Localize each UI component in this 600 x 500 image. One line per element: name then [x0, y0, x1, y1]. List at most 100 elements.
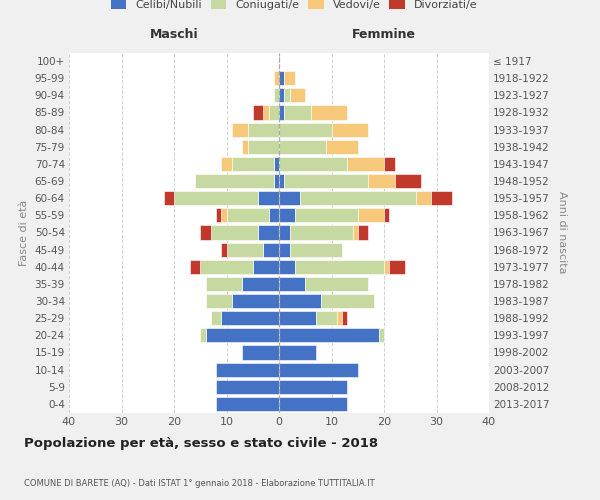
Bar [274, 157, 279, 171]
Bar [253, 106, 263, 120]
Bar [431, 191, 452, 205]
Bar [290, 88, 305, 102]
Bar [263, 242, 279, 256]
Bar [279, 208, 295, 222]
Bar [232, 294, 279, 308]
Bar [274, 88, 279, 102]
Bar [300, 191, 415, 205]
Bar [216, 397, 279, 411]
Bar [258, 191, 279, 205]
Bar [279, 191, 300, 205]
Bar [232, 157, 274, 171]
Bar [395, 174, 421, 188]
Bar [211, 226, 258, 239]
Bar [279, 157, 347, 171]
Bar [216, 380, 279, 394]
Bar [279, 277, 305, 291]
Bar [216, 362, 279, 376]
Bar [274, 71, 279, 85]
Bar [263, 106, 269, 120]
Bar [279, 362, 358, 376]
Bar [274, 174, 279, 188]
Text: Maschi: Maschi [149, 28, 199, 40]
Bar [415, 191, 431, 205]
Bar [253, 260, 279, 274]
Bar [279, 88, 284, 102]
Bar [284, 174, 368, 188]
Bar [258, 226, 279, 239]
Bar [279, 260, 295, 274]
Bar [342, 311, 347, 325]
Bar [200, 226, 211, 239]
Bar [279, 226, 290, 239]
Bar [242, 277, 279, 291]
Bar [190, 260, 200, 274]
Bar [321, 294, 373, 308]
Bar [242, 140, 248, 154]
Bar [163, 191, 174, 205]
Bar [279, 122, 331, 136]
Bar [227, 242, 263, 256]
Bar [269, 106, 279, 120]
Bar [311, 106, 347, 120]
Bar [174, 191, 258, 205]
Bar [295, 260, 384, 274]
Bar [200, 328, 205, 342]
Bar [279, 140, 326, 154]
Bar [290, 226, 353, 239]
Bar [358, 208, 384, 222]
Bar [384, 208, 389, 222]
Bar [200, 260, 253, 274]
Bar [221, 242, 227, 256]
Bar [279, 71, 284, 85]
Bar [269, 208, 279, 222]
Bar [205, 277, 242, 291]
Bar [326, 140, 358, 154]
Bar [221, 311, 279, 325]
Bar [284, 88, 290, 102]
Bar [279, 346, 316, 360]
Bar [284, 106, 311, 120]
Bar [384, 157, 395, 171]
Bar [279, 328, 379, 342]
Bar [284, 71, 295, 85]
Bar [221, 208, 227, 222]
Bar [279, 242, 290, 256]
Bar [316, 311, 337, 325]
Bar [295, 208, 358, 222]
Bar [248, 122, 279, 136]
Bar [358, 226, 368, 239]
Text: COMUNE DI BARETE (AQ) - Dati ISTAT 1° gennaio 2018 - Elaborazione TUTTITALIA.IT: COMUNE DI BARETE (AQ) - Dati ISTAT 1° ge… [24, 478, 374, 488]
Bar [379, 328, 384, 342]
Bar [279, 294, 321, 308]
Y-axis label: Fasce di età: Fasce di età [19, 200, 29, 266]
Y-axis label: Anni di nascita: Anni di nascita [557, 191, 566, 274]
Bar [211, 311, 221, 325]
Bar [279, 380, 347, 394]
Bar [279, 174, 284, 188]
Bar [205, 328, 279, 342]
Bar [195, 174, 274, 188]
Bar [216, 208, 221, 222]
Bar [242, 346, 279, 360]
Bar [279, 106, 284, 120]
Legend: Celibi/Nubili, Coniugati/e, Vedovi/e, Divorziati/e: Celibi/Nubili, Coniugati/e, Vedovi/e, Di… [106, 0, 482, 14]
Bar [227, 208, 269, 222]
Bar [221, 157, 232, 171]
Text: Femmine: Femmine [352, 28, 416, 40]
Bar [205, 294, 232, 308]
Bar [384, 260, 389, 274]
Bar [305, 277, 368, 291]
Text: Popolazione per età, sesso e stato civile - 2018: Popolazione per età, sesso e stato civil… [24, 437, 378, 450]
Bar [347, 157, 384, 171]
Bar [279, 311, 316, 325]
Bar [279, 397, 347, 411]
Bar [248, 140, 279, 154]
Bar [290, 242, 342, 256]
Bar [368, 174, 395, 188]
Bar [389, 260, 405, 274]
Bar [331, 122, 368, 136]
Bar [337, 311, 342, 325]
Bar [353, 226, 358, 239]
Bar [232, 122, 248, 136]
